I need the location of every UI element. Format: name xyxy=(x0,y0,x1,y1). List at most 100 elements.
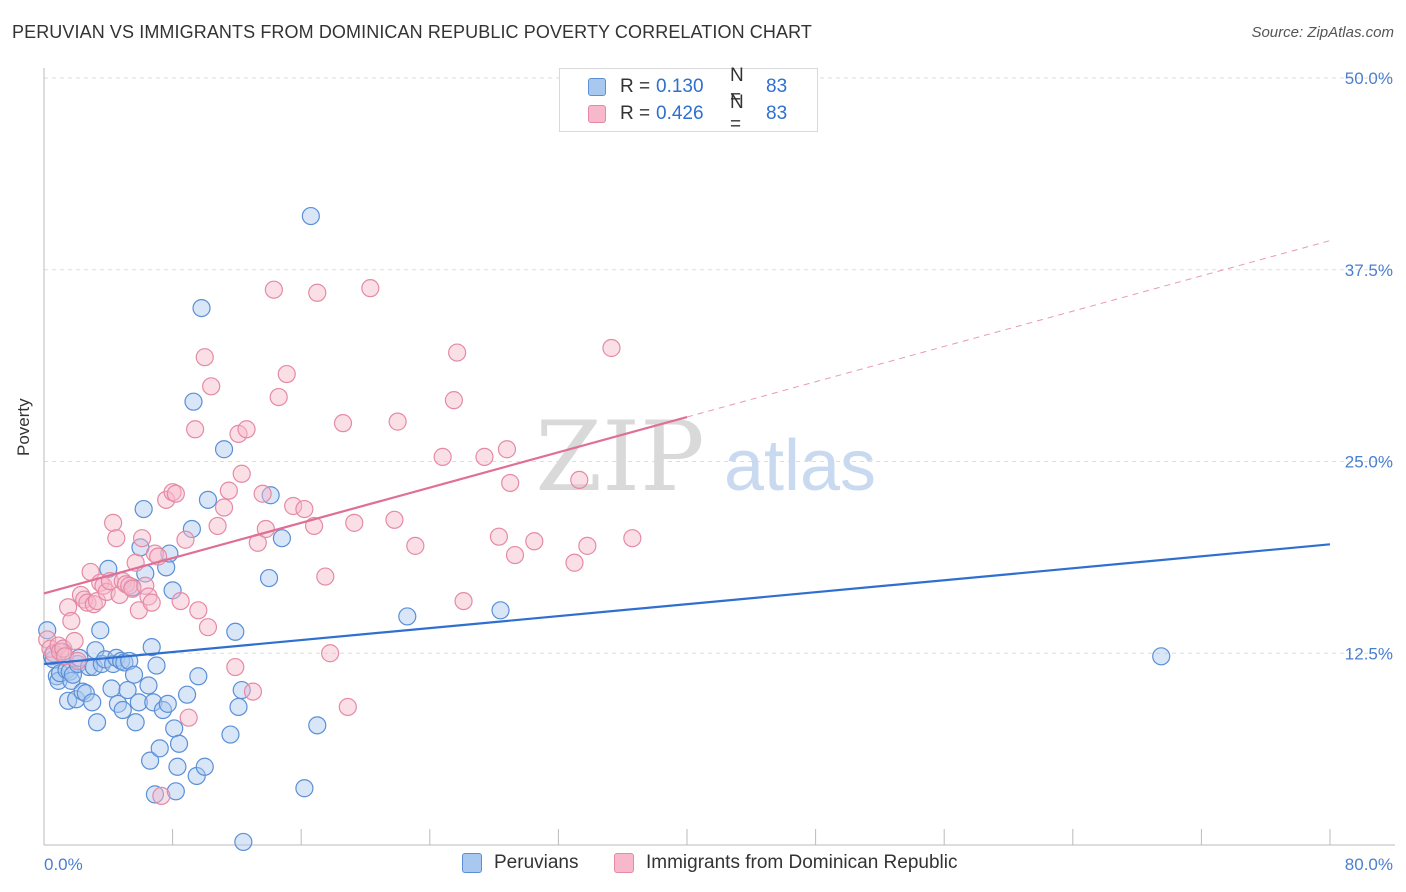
blue-point xyxy=(308,716,327,735)
blue-point xyxy=(272,529,292,548)
blue-point xyxy=(1152,647,1171,666)
blue-point xyxy=(76,684,95,703)
blue-point xyxy=(118,680,137,700)
pink-point xyxy=(565,553,584,572)
correlation-legend: R = 0.130 N = 83 R = 0.426 N = 83 xyxy=(559,65,818,135)
blue-point xyxy=(158,694,177,713)
pink-point xyxy=(186,420,205,439)
pink-point xyxy=(65,631,84,651)
blue-point xyxy=(221,725,240,744)
pink-point xyxy=(448,343,467,362)
pink-trend-extension xyxy=(686,240,1331,418)
blue-point xyxy=(38,621,57,640)
pink-point xyxy=(202,377,221,396)
y-tick-label: 50.0% xyxy=(1345,69,1393,88)
watermark-zip: ZIP xyxy=(535,401,704,513)
pink-point xyxy=(176,530,195,549)
pink-swatch-icon xyxy=(614,853,634,873)
blue-point xyxy=(142,638,161,657)
legend-row-pink: R = 0.426 N = 83 xyxy=(560,92,788,135)
blue-point xyxy=(295,779,314,798)
pink-trend-line xyxy=(43,415,688,595)
blue-swatch-icon xyxy=(462,853,482,873)
y-tick-label: 12.5% xyxy=(1345,644,1393,663)
source-label: Source: ZipAtlas.com xyxy=(1251,24,1394,41)
blue-point xyxy=(63,665,83,684)
pink-point xyxy=(505,545,525,565)
blue-point xyxy=(168,757,187,776)
pink-point xyxy=(59,598,78,617)
pink-point xyxy=(243,682,263,701)
pink-swatch-icon xyxy=(588,105,606,123)
blue-point xyxy=(166,782,185,801)
pink-point xyxy=(195,348,214,367)
pink-point xyxy=(304,516,324,536)
gridlines xyxy=(44,77,1395,654)
dominican-points xyxy=(38,279,642,806)
n-value: 83 xyxy=(766,76,788,97)
blue-point xyxy=(129,693,148,712)
blue-point xyxy=(145,785,165,804)
chart-title: PERUVIAN VS IMMIGRANTS FROM DOMINICAN RE… xyxy=(12,22,812,42)
pink-point xyxy=(333,414,353,433)
legend-item-peruvians: Peruvians xyxy=(462,852,579,874)
pink-point xyxy=(295,499,314,519)
legend-item-dominican: Immigrants from Dominican Republic xyxy=(614,852,958,874)
pink-point xyxy=(361,279,380,298)
blue-point xyxy=(134,499,153,519)
pink-point xyxy=(525,532,544,551)
pink-point xyxy=(602,338,621,358)
blue-point xyxy=(229,697,248,717)
blue-point xyxy=(198,490,218,509)
x-tick-label: 80.0% xyxy=(1345,855,1393,874)
pink-point xyxy=(84,595,103,614)
blue-swatch-icon xyxy=(588,78,606,96)
pink-point xyxy=(120,576,139,595)
blue-point xyxy=(124,665,144,684)
pink-point xyxy=(578,536,597,555)
series-legend: Peruvians Immigrants from Dominican Repu… xyxy=(0,852,1406,878)
pink-point xyxy=(284,496,303,516)
blue-point xyxy=(87,713,107,732)
pink-point xyxy=(214,498,234,517)
y-tick-label: 37.5% xyxy=(1345,261,1393,280)
pink-point xyxy=(277,364,296,384)
pink-point xyxy=(345,513,364,532)
pink-point xyxy=(171,591,190,611)
pink-point xyxy=(406,536,425,555)
r-label: R = xyxy=(620,76,651,97)
blue-point xyxy=(62,671,81,690)
y-tick-label: 25.0% xyxy=(1345,453,1393,472)
peruvians-points xyxy=(38,206,1171,852)
pink-point xyxy=(232,464,251,483)
blue-point xyxy=(301,206,320,226)
pink-point xyxy=(132,529,152,548)
pink-point xyxy=(104,513,123,532)
pink-point xyxy=(433,447,452,466)
blue-point xyxy=(491,601,510,620)
watermark: ZIP atlas xyxy=(535,401,876,513)
pink-point xyxy=(107,529,126,548)
blue-point xyxy=(139,676,158,695)
n-value: 83 xyxy=(766,103,788,124)
pink-point xyxy=(208,516,227,536)
pink-point xyxy=(269,387,288,407)
legend-label: Immigrants from Dominican Republic xyxy=(646,852,958,873)
blue-trend-line xyxy=(43,543,1331,666)
blue-point xyxy=(192,299,211,318)
axes xyxy=(43,68,1395,846)
pink-point xyxy=(264,280,283,299)
r-value: 0.130 xyxy=(656,76,704,97)
blue-point xyxy=(83,693,102,712)
pink-point xyxy=(623,529,642,548)
blue-point xyxy=(195,757,214,776)
pink-point xyxy=(444,391,464,410)
blue-point xyxy=(214,440,234,459)
blue-point xyxy=(177,685,197,704)
y-axis-label: Poverty xyxy=(14,398,33,456)
pink-point xyxy=(237,420,256,439)
pink-point xyxy=(179,708,198,727)
pink-point xyxy=(501,473,520,493)
pink-point xyxy=(189,601,208,620)
blue-point xyxy=(126,713,145,732)
